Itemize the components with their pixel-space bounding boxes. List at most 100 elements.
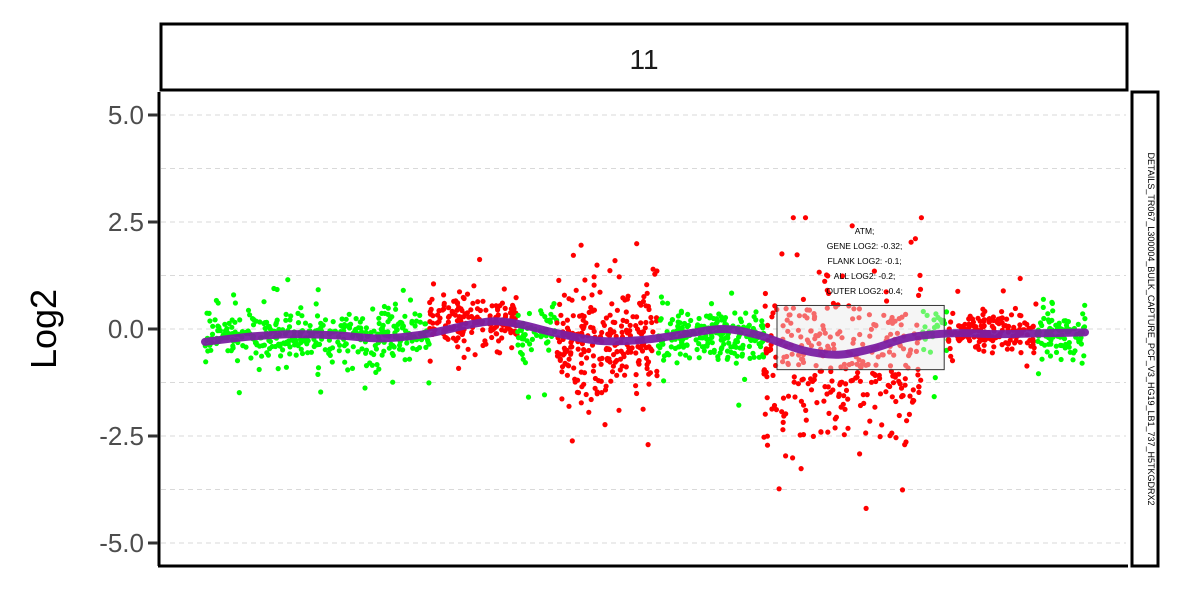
data-point-red	[558, 312, 564, 318]
data-point-red	[453, 298, 459, 304]
data-point-green	[315, 365, 322, 371]
data-point-red	[591, 282, 597, 288]
data-point-red	[466, 314, 472, 320]
data-point-green	[308, 349, 314, 355]
data-point-red	[916, 384, 922, 390]
data-point-green	[374, 362, 380, 368]
data-point-green	[756, 354, 762, 360]
data-point-red	[452, 312, 458, 318]
data-point-red	[441, 292, 447, 298]
data-point-green	[681, 320, 688, 327]
data-point-red	[591, 274, 597, 280]
data-point-green	[379, 326, 385, 332]
data-point-green	[339, 316, 345, 322]
data-point-red	[791, 374, 797, 380]
data-point-green	[543, 340, 550, 346]
data-point-green	[243, 344, 249, 350]
data-point-green	[376, 315, 382, 321]
data-point-red	[619, 363, 625, 369]
data-point-red	[883, 289, 889, 295]
data-point-red	[812, 336, 818, 342]
data-point-red	[780, 427, 786, 433]
data-point-red	[824, 305, 830, 311]
data-point-red	[594, 262, 600, 268]
data-point-red	[611, 352, 617, 358]
data-point-red	[856, 315, 862, 321]
data-point-red	[654, 368, 660, 374]
data-point-red	[643, 303, 649, 309]
data-point-red	[857, 451, 863, 457]
data-point-green	[400, 287, 406, 293]
data-point-green	[247, 312, 253, 318]
data-point-green	[342, 359, 348, 365]
data-point-red	[966, 321, 972, 327]
data-point-red	[948, 353, 954, 359]
data-point-red	[783, 453, 789, 459]
data-point-red	[614, 307, 621, 313]
data-point-red	[427, 299, 433, 306]
data-point-red	[596, 378, 602, 384]
data-point-red	[449, 308, 455, 314]
data-point-red	[976, 346, 982, 352]
data-point-red	[607, 312, 613, 318]
data-point-green	[529, 336, 536, 342]
data-point-red	[461, 338, 467, 344]
data-point-red	[842, 406, 848, 412]
data-point-green	[391, 323, 397, 329]
data-point-green	[728, 349, 734, 355]
data-point-red	[798, 334, 804, 340]
data-point-red	[855, 370, 861, 376]
data-point-red	[849, 223, 855, 229]
data-point-green	[253, 350, 259, 356]
data-point-red	[1004, 346, 1011, 352]
data-point-red	[597, 289, 603, 295]
data-point-green	[256, 366, 262, 373]
data-point-green	[423, 344, 429, 350]
data-point-green	[715, 354, 721, 360]
data-point-green	[314, 313, 321, 319]
data-point-red	[648, 314, 654, 321]
data-point-green	[669, 317, 676, 323]
data-point-red	[603, 315, 610, 321]
data-point-green	[685, 311, 691, 317]
data-point-red	[772, 303, 778, 309]
data-point-red	[816, 341, 822, 347]
data-point-red	[648, 346, 654, 352]
data-point-red	[808, 328, 814, 334]
data-point-red	[489, 303, 495, 309]
data-point-red	[790, 215, 796, 221]
data-point-red	[559, 364, 566, 370]
data-point-green	[665, 300, 671, 306]
data-point-green	[339, 323, 345, 329]
data-point-green	[370, 306, 376, 312]
data-point-red	[805, 381, 811, 387]
data-point-green	[283, 364, 289, 370]
data-point-red	[617, 356, 624, 362]
data-point-red	[867, 333, 873, 339]
data-point-red	[903, 439, 909, 445]
y-axis-label: Log2	[23, 289, 64, 369]
data-point-red	[888, 331, 894, 337]
data-point-red	[838, 364, 844, 370]
data-point-green	[315, 371, 321, 377]
data-point-green	[343, 341, 349, 347]
data-point-red	[480, 327, 486, 333]
data-point-red	[812, 372, 818, 379]
data-point-red	[871, 268, 878, 274]
data-point-green	[307, 323, 313, 329]
data-point-red	[864, 392, 870, 398]
data-point-red	[788, 320, 794, 326]
data-point-red	[599, 355, 605, 361]
data-point-red	[811, 316, 818, 322]
data-point-red	[873, 362, 879, 368]
data-point-red	[966, 316, 972, 322]
data-point-red	[581, 295, 587, 301]
data-point-red	[891, 352, 897, 358]
data-point-green	[1041, 315, 1047, 322]
data-point-red	[475, 299, 481, 305]
data-point-green	[515, 312, 521, 318]
data-point-red	[641, 294, 647, 300]
data-point-green	[704, 343, 710, 349]
data-point-green	[265, 352, 271, 358]
data-point-red	[976, 339, 982, 345]
